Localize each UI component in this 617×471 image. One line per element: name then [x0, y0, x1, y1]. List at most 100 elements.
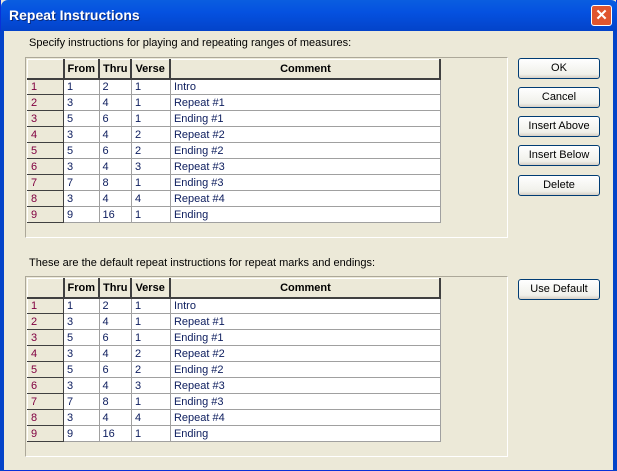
column-header-from[interactable]: From [63, 278, 100, 299]
thru-cell[interactable]: 4 [98, 345, 132, 362]
comment-cell[interactable]: Repeat #2 [169, 126, 441, 143]
comment-cell[interactable]: Intro [169, 78, 441, 95]
table-row[interactable]: 4 3 4 2 Repeat #2 [27, 345, 441, 362]
row-header[interactable]: 8 [27, 190, 64, 207]
insert-below-button[interactable]: Insert Below [518, 145, 600, 166]
thru-cell[interactable]: 4 [98, 126, 132, 143]
from-cell[interactable]: 5 [63, 142, 100, 159]
thru-cell[interactable]: 4 [98, 377, 132, 394]
verse-cell[interactable]: 1 [130, 393, 171, 410]
insert-above-button[interactable]: Insert Above [518, 116, 600, 137]
table-row[interactable]: 5 5 6 2 Ending #2 [27, 142, 441, 159]
thru-cell[interactable]: 4 [98, 190, 132, 207]
verse-cell[interactable]: 1 [130, 174, 171, 191]
from-cell[interactable]: 3 [63, 126, 100, 143]
from-cell[interactable]: 1 [63, 297, 100, 314]
comment-cell[interactable]: Ending [169, 425, 441, 442]
comment-cell[interactable]: Ending #2 [169, 361, 441, 378]
from-cell[interactable]: 3 [63, 409, 100, 426]
column-header-comment[interactable]: Comment [169, 278, 442, 299]
row-header[interactable]: 5 [27, 142, 64, 159]
table-row[interactable]: 6 3 4 3 Repeat #3 [27, 377, 441, 394]
verse-cell[interactable]: 1 [130, 94, 171, 111]
verse-cell[interactable]: 2 [130, 361, 171, 378]
row-header[interactable]: 2 [27, 94, 64, 111]
default-instructions-grid[interactable]: From Thru Verse Comment 1 1 2 1 Intro 2 3 4 1 Repeat … [25, 276, 508, 457]
row-header[interactable]: 8 [27, 409, 64, 426]
table-row[interactable]: 3 5 6 1 Ending #1 [27, 329, 441, 346]
from-cell[interactable]: 5 [63, 110, 100, 127]
comment-cell[interactable]: Intro [169, 297, 441, 314]
row-header[interactable]: 1 [27, 78, 64, 95]
column-header-comment[interactable]: Comment [169, 59, 442, 80]
verse-cell[interactable]: 1 [130, 297, 171, 314]
use-default-button[interactable]: Use Default [518, 279, 600, 300]
table-row[interactable]: 7 7 8 1 Ending #3 [27, 393, 441, 410]
row-header[interactable]: 7 [27, 174, 64, 191]
table-row[interactable]: 4 3 4 2 Repeat #2 [27, 126, 441, 143]
row-header[interactable]: 3 [27, 329, 64, 346]
delete-button[interactable]: Delete [518, 175, 600, 196]
verse-cell[interactable]: 1 [130, 313, 171, 330]
comment-cell[interactable]: Repeat #3 [169, 377, 441, 394]
from-cell[interactable]: 9 [63, 425, 100, 442]
thru-cell[interactable]: 8 [98, 174, 132, 191]
comment-cell[interactable]: Repeat #3 [169, 158, 441, 175]
table-row[interactable]: 6 3 4 3 Repeat #3 [27, 158, 441, 175]
row-header[interactable]: 7 [27, 393, 64, 410]
comment-cell[interactable]: Ending [169, 206, 441, 223]
comment-cell[interactable]: Repeat #4 [169, 190, 441, 207]
row-header[interactable]: 4 [27, 345, 64, 362]
verse-cell[interactable]: 1 [130, 329, 171, 346]
thru-cell[interactable]: 4 [98, 94, 132, 111]
verse-cell[interactable]: 3 [130, 158, 171, 175]
from-cell[interactable]: 5 [63, 329, 100, 346]
table-row[interactable]: 2 3 4 1 Repeat #1 [27, 313, 441, 330]
thru-cell[interactable]: 16 [98, 206, 132, 223]
verse-cell[interactable]: 4 [130, 190, 171, 207]
from-cell[interactable]: 3 [63, 313, 100, 330]
verse-cell[interactable]: 2 [130, 126, 171, 143]
from-cell[interactable]: 7 [63, 174, 100, 191]
comment-cell[interactable]: Ending #3 [169, 393, 441, 410]
verse-cell[interactable]: 2 [130, 345, 171, 362]
thru-cell[interactable]: 2 [98, 78, 132, 95]
table-row[interactable]: 3 5 6 1 Ending #1 [27, 110, 441, 127]
comment-cell[interactable]: Repeat #1 [169, 94, 441, 111]
row-header[interactable]: 6 [27, 158, 64, 175]
from-cell[interactable]: 3 [63, 158, 100, 175]
row-header[interactable]: 4 [27, 126, 64, 143]
table-row[interactable]: 7 7 8 1 Ending #3 [27, 174, 441, 191]
verse-cell[interactable]: 2 [130, 142, 171, 159]
verse-cell[interactable]: 1 [130, 425, 171, 442]
instructions-table[interactable]: From Thru Verse Comment 1 1 2 1 Intro 2 3 4 1 Repeat … [27, 59, 442, 223]
table-row[interactable]: 8 3 4 4 Repeat #4 [27, 409, 441, 426]
column-header-thru[interactable]: Thru [98, 59, 133, 80]
comment-cell[interactable]: Repeat #4 [169, 409, 441, 426]
row-header[interactable]: 1 [27, 297, 64, 314]
thru-cell[interactable]: 4 [98, 158, 132, 175]
from-cell[interactable]: 9 [63, 206, 100, 223]
comment-cell[interactable]: Ending #1 [169, 110, 441, 127]
thru-cell[interactable]: 2 [98, 297, 132, 314]
row-header[interactable]: 6 [27, 377, 64, 394]
from-cell[interactable]: 3 [63, 94, 100, 111]
column-header-verse[interactable]: Verse [130, 59, 172, 80]
corner-cell[interactable] [27, 278, 65, 299]
row-header[interactable]: 9 [27, 425, 64, 442]
thru-cell[interactable]: 6 [98, 110, 132, 127]
verse-cell[interactable]: 1 [130, 110, 171, 127]
column-header-thru[interactable]: Thru [98, 278, 133, 299]
corner-cell[interactable] [27, 59, 65, 80]
thru-cell[interactable]: 6 [98, 329, 132, 346]
verse-cell[interactable]: 4 [130, 409, 171, 426]
column-header-verse[interactable]: Verse [130, 278, 172, 299]
table-row[interactable]: 5 5 6 2 Ending #2 [27, 361, 441, 378]
row-header[interactable]: 2 [27, 313, 64, 330]
table-row[interactable]: 9 9 16 1 Ending [27, 206, 441, 223]
thru-cell[interactable]: 6 [98, 142, 132, 159]
thru-cell[interactable]: 16 [98, 425, 132, 442]
table-row[interactable]: 9 9 16 1 Ending [27, 425, 441, 442]
comment-cell[interactable]: Ending #1 [169, 329, 441, 346]
row-header[interactable]: 3 [27, 110, 64, 127]
